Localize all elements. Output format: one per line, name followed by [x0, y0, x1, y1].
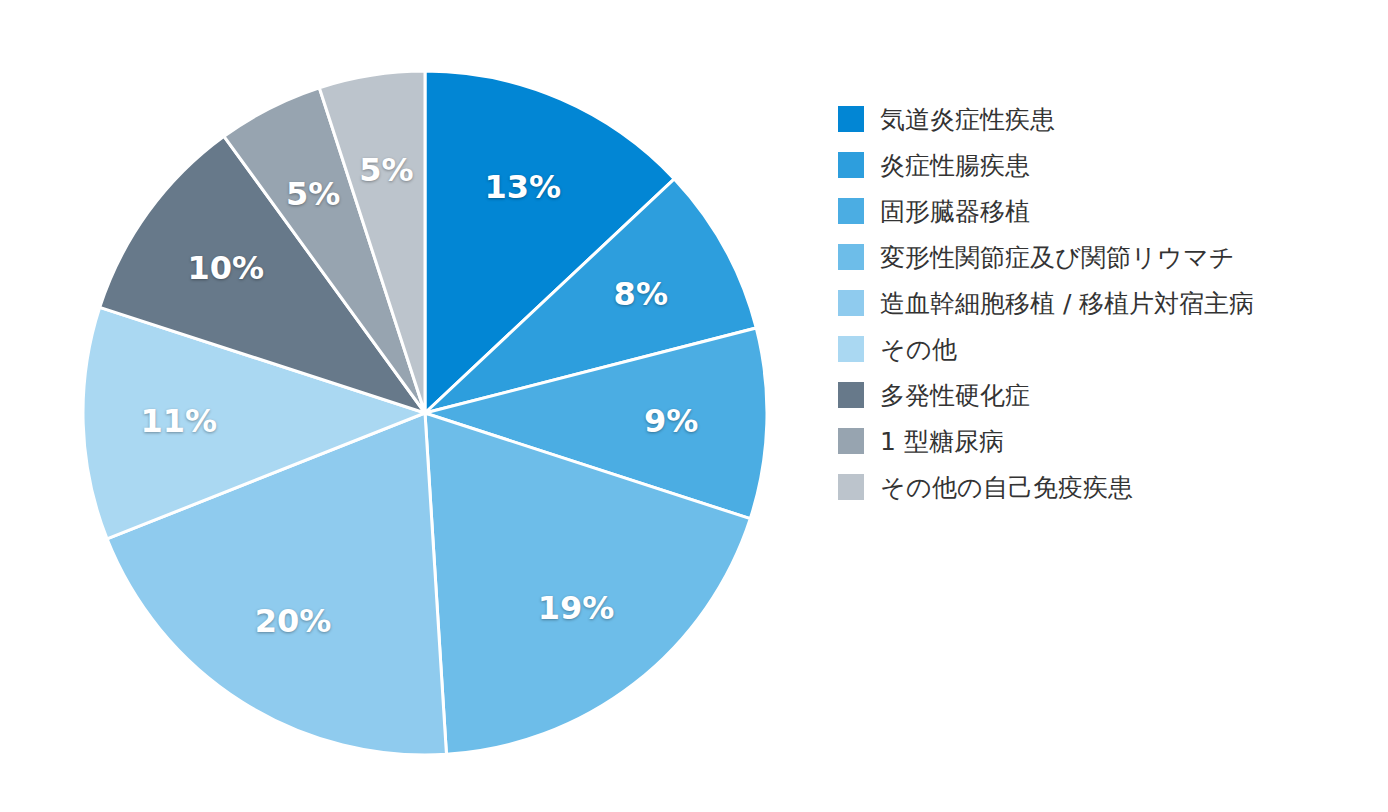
html-text:炎症性腸疾患: 炎症性腸疾患 — [880, 150, 1030, 180]
html-text:気道炎症性疾患: 気道炎症性疾患 — [880, 104, 1055, 134]
html-text:変形性関節症及び関節リウマチ: 変形性関節症及び関節リウマチ — [880, 242, 1235, 272]
html-text:その他の自己免疫疾患: その他の自己免疫疾患 — [880, 472, 1133, 502]
svg-text:5%: 5% — [286, 175, 340, 213]
html-text:1 型糖尿病: 1 型糖尿病 — [880, 426, 1004, 456]
svg-text:20%: 20% — [255, 602, 332, 640]
html-text:多発性硬化症: 多発性硬化症 — [880, 380, 1030, 410]
html-text:造血幹細胞移植 / 移植片対宿主病: 造血幹細胞移植 / 移植片対宿主病 — [880, 288, 1255, 318]
svg-text:10%: 10% — [187, 249, 264, 287]
html-text:その他: その他 — [880, 334, 957, 364]
svg-text:19%: 19% — [538, 589, 615, 627]
svg-text:8%: 8% — [614, 275, 668, 313]
svg-text:13%: 13% — [484, 168, 561, 206]
html-text:固形臓器移植: 固形臓器移植 — [880, 196, 1030, 226]
svg-text:11%: 11% — [141, 402, 218, 440]
svg-text:5%: 5% — [359, 151, 413, 189]
svg-text:9%: 9% — [644, 402, 698, 440]
